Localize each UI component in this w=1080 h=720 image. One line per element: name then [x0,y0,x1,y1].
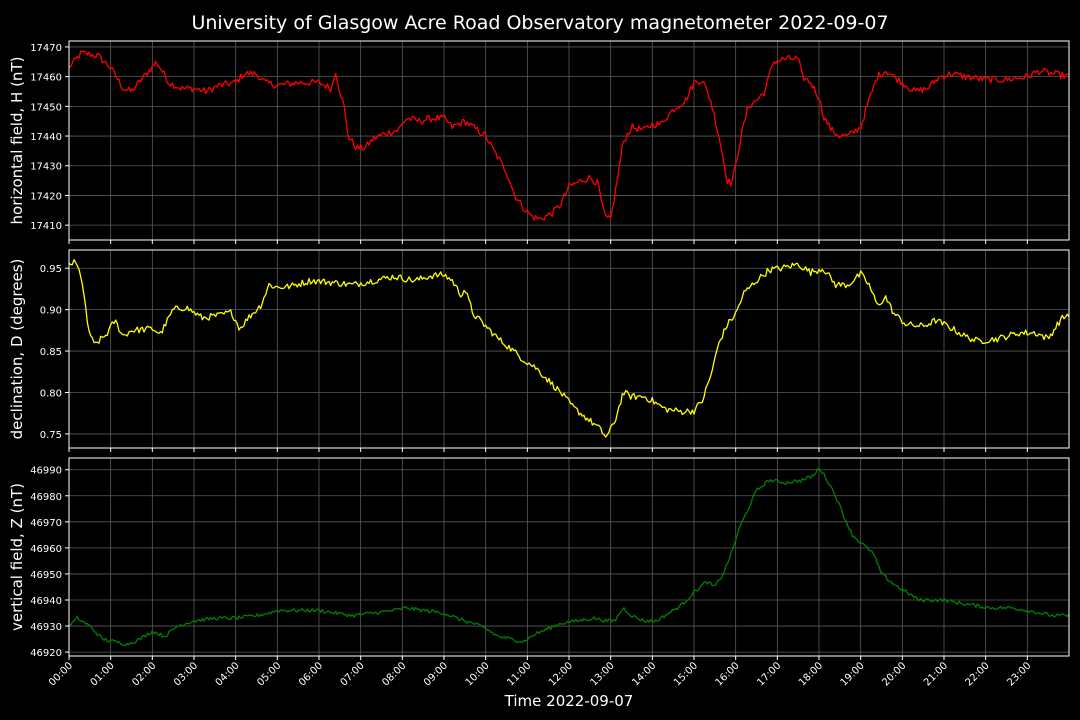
y-tick-label: 0.85 [40,347,62,358]
y-tick-label: 46940 [30,596,62,607]
series-line [68,259,1070,438]
y-tick-label: 46980 [30,492,62,503]
y-tick-label: 0.90 [40,306,62,317]
x-axis-label: Time 2022-09-07 [504,692,634,710]
series-line [68,50,1070,221]
y-tick-label: 46920 [30,648,62,659]
y-tick-label: 46990 [30,466,62,477]
panel-1: 17410 17420 17430 17440 17450 17460 17470 horiz… [8,40,1070,244]
y-tick-label: 46970 [30,518,62,529]
y-axis-label: vertical field, Z (nT) [8,483,26,631]
chart-title: University of Glasgow Acre Road Observat… [191,12,888,34]
y-tick-label: 17450 [30,102,62,113]
y-tick-label: 0.95 [40,264,62,275]
y-tick-label: 17470 [30,43,62,54]
series-line [68,467,1070,647]
y-tick-label: 17430 [30,162,62,173]
y-tick-label: 17440 [30,132,62,143]
y-tick-label: 0.75 [40,430,62,441]
panel-2: 0.75 0.80 0.85 0.90 0.95 declination, D (degr… [8,249,1070,452]
y-tick-label: 46960 [30,544,62,555]
y-tick-label: 46930 [30,622,62,633]
chart-panels: 17410 17420 17430 17440 17450 17460 17470 horiz… [8,40,1070,660]
y-tick-label: 46950 [30,570,62,581]
y-tick-label: 17420 [30,191,62,202]
y-tick-label: 17460 [30,73,62,84]
panel-3: 46920 46930 46940 46950 46960 46970 46980 46990… [8,457,1070,660]
y-tick-label: 0.80 [40,388,62,399]
y-axis-label: declination, D (degrees) [8,259,26,440]
y-tick-label: 17410 [30,221,62,232]
y-axis-label: horizontal field, H (nT) [8,57,26,225]
